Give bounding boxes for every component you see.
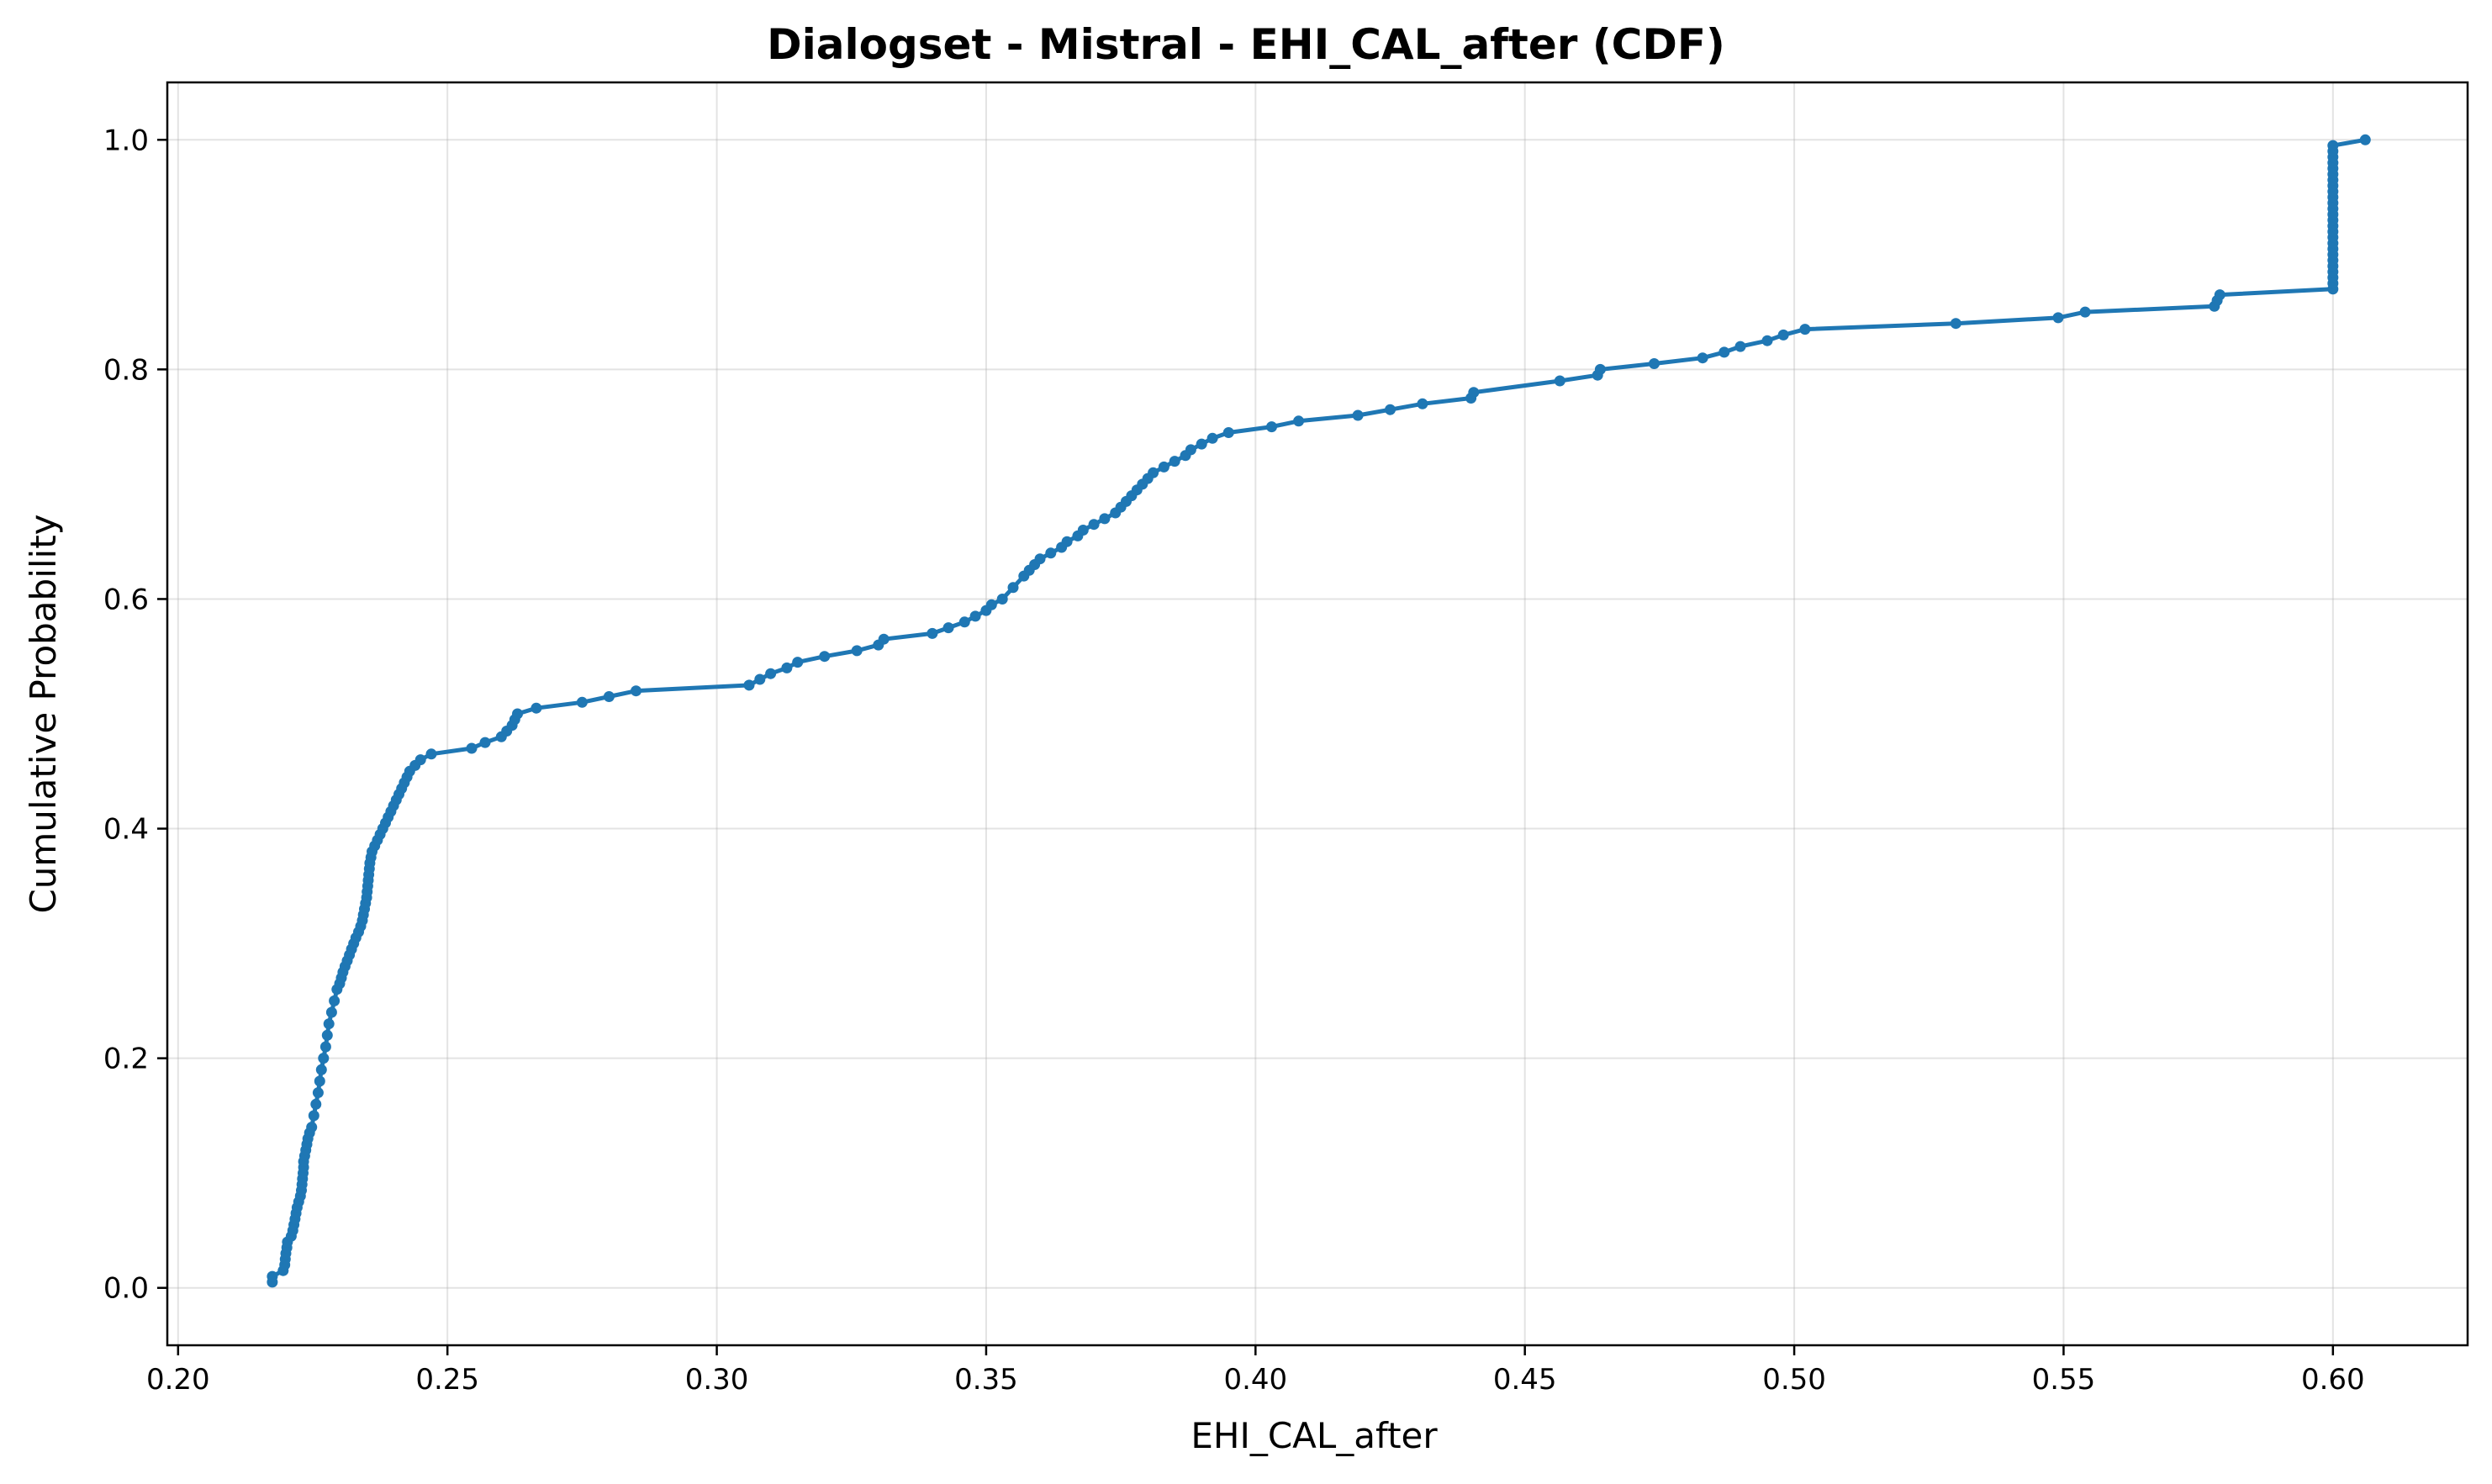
data-point xyxy=(325,1006,337,1018)
plot-frame xyxy=(166,81,2469,1347)
data-point xyxy=(996,594,1008,605)
data-point xyxy=(1761,335,1773,346)
y-tick-label: 1.0 xyxy=(103,124,149,157)
x-tick-label: 0.45 xyxy=(1493,1363,1557,1397)
data-point xyxy=(1206,432,1218,444)
x-tick-label: 0.20 xyxy=(146,1363,210,1397)
data-point xyxy=(312,1087,324,1099)
data-point xyxy=(1293,415,1305,427)
y-tick-label: 0.0 xyxy=(103,1272,149,1306)
data-point xyxy=(315,1064,327,1075)
x-axis-label: EHI_CAL_after xyxy=(1191,1415,1438,1456)
data-point xyxy=(743,679,755,691)
data-point xyxy=(306,1122,318,1133)
data-point xyxy=(878,633,890,645)
data-point xyxy=(576,696,588,708)
y-tick-label: 0.6 xyxy=(103,583,149,616)
data-point xyxy=(308,1110,319,1122)
data-point xyxy=(2327,140,2339,151)
data-point xyxy=(942,622,954,634)
data-point xyxy=(1088,519,1100,531)
data-point xyxy=(267,1270,278,1282)
data-point xyxy=(512,708,523,720)
data-point xyxy=(1077,525,1089,536)
data-point xyxy=(2079,306,2091,318)
data-point xyxy=(1158,461,1169,473)
data-point xyxy=(1266,421,1277,433)
data-point xyxy=(1417,398,1428,409)
data-point xyxy=(1799,324,1811,335)
data-point xyxy=(314,1075,325,1087)
data-point xyxy=(927,627,938,639)
data-point xyxy=(1196,438,1207,450)
data-point xyxy=(792,657,804,668)
x-tick-label: 0.25 xyxy=(415,1363,479,1397)
data-point xyxy=(958,616,970,628)
data-point xyxy=(1061,536,1073,547)
data-point xyxy=(318,1053,330,1064)
chart-title: Dialogset - Mistral - EHI_CAL_after (CDF… xyxy=(767,20,1725,69)
data-point xyxy=(1099,513,1111,525)
data-point xyxy=(414,754,426,766)
data-point xyxy=(2214,289,2225,301)
data-point xyxy=(1468,387,1480,399)
data-point xyxy=(321,1029,333,1041)
data-point xyxy=(1777,329,1789,341)
data-point xyxy=(1697,352,1708,364)
data-point xyxy=(479,737,491,748)
data-point xyxy=(1148,467,1159,478)
data-point xyxy=(781,662,793,673)
x-tick-label: 0.40 xyxy=(1223,1363,1287,1397)
data-point xyxy=(319,1041,331,1053)
data-points xyxy=(267,134,2371,1288)
data-point xyxy=(765,668,777,679)
data-point xyxy=(531,702,542,714)
data-point xyxy=(466,742,478,754)
x-tick-label: 0.55 xyxy=(2032,1363,2096,1397)
data-point xyxy=(1554,375,1565,387)
data-point xyxy=(1950,318,1961,330)
data-point xyxy=(1007,582,1019,594)
data-point xyxy=(1734,341,1746,352)
cdf-line xyxy=(270,137,2366,1282)
data-point xyxy=(2052,312,2064,324)
data-point xyxy=(985,599,997,610)
x-axis-ticks: 0.20 0.25 0.30 0.35 0.40 0.45 0.50 0.55 0.60 xyxy=(146,1345,2365,1397)
data-point xyxy=(1185,444,1196,456)
y-axis-label: Cumulative Probability xyxy=(23,514,64,913)
y-tick-label: 0.8 xyxy=(103,353,149,387)
data-point xyxy=(603,691,615,702)
data-point xyxy=(631,685,641,697)
data-point xyxy=(1385,404,1396,415)
data-point xyxy=(323,1018,335,1030)
x-tick-label: 0.50 xyxy=(1762,1363,1826,1397)
data-point xyxy=(2359,134,2371,145)
y-tick-label: 0.2 xyxy=(103,1043,149,1076)
data-point xyxy=(1649,358,1660,369)
data-point xyxy=(1222,427,1234,438)
data-point xyxy=(1045,547,1057,559)
data-point xyxy=(425,748,437,760)
x-tick-label: 0.30 xyxy=(685,1363,749,1397)
data-point xyxy=(329,995,341,1006)
data-point xyxy=(851,645,863,657)
data-point xyxy=(754,673,766,685)
data-point xyxy=(819,651,831,663)
data-point xyxy=(1169,456,1180,467)
data-point xyxy=(1352,409,1364,421)
data-point xyxy=(969,610,981,622)
x-tick-label: 0.35 xyxy=(954,1363,1018,1397)
data-point xyxy=(1719,346,1730,358)
data-point xyxy=(1594,363,1606,375)
y-tick-label: 0.4 xyxy=(103,813,149,847)
grid-lines xyxy=(167,82,2468,1345)
x-tick-label: 0.60 xyxy=(2301,1363,2365,1397)
data-point xyxy=(310,1098,322,1110)
y-axis-ticks: 0.0 0.2 0.4 0.6 0.8 1.0 xyxy=(103,124,167,1306)
data-point xyxy=(1034,553,1046,565)
